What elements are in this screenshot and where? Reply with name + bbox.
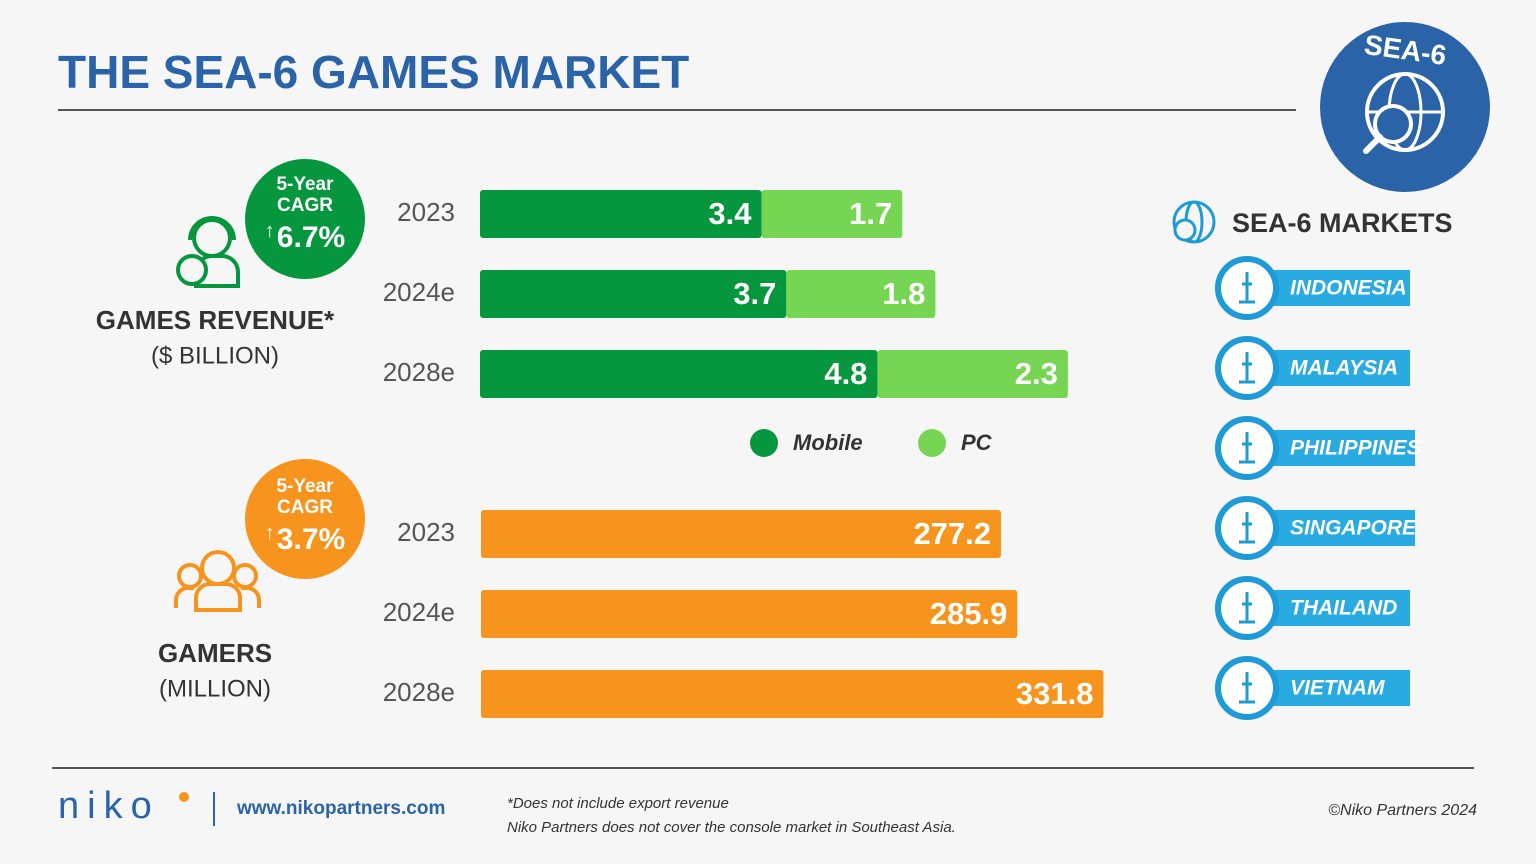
bar: [480, 190, 762, 238]
market-name: INDONESIA: [1290, 277, 1407, 300]
charts: 2023 3.4 1.7 2024e 3.7 1.8 2028e 4.8 2.3 Mobile PC…: [245, 159, 1104, 718]
market-icon: [1239, 352, 1255, 384]
value-label: 331.8: [1016, 676, 1094, 711]
market-name: THAILAND: [1290, 597, 1397, 620]
value-label: 2.3: [1015, 356, 1058, 391]
cagr-badge: 5-Year CAGR 3.7%: [245, 476, 365, 557]
page-title: THE SEA-6 GAMES MARKET: [58, 46, 689, 98]
bar: [877, 350, 1068, 398]
cagr-badge: 5-Year CAGR 6.7%: [245, 174, 365, 255]
bar: [786, 270, 936, 318]
badge-lens: [1373, 104, 1413, 144]
markets-icon: [1172, 200, 1216, 244]
footer-copyright: ©Niko Partners 2024: [1328, 802, 1477, 819]
market-icon: [1239, 512, 1255, 544]
cagr-label: 5-Year CAGR: [276, 476, 334, 518]
value-label: 1.7: [849, 196, 892, 231]
cagr-value: 3.7%: [245, 522, 365, 557]
y-tick-label: 2024e: [383, 597, 455, 627]
markets-title: SEA-6 MARKETS: [1232, 208, 1453, 238]
footer-note: *Does not include export revenue: [507, 795, 729, 812]
footer-url: www.nikopartners.com: [236, 798, 445, 819]
chart-unit: (MILLION): [159, 675, 271, 702]
legend-label: PC: [961, 430, 993, 455]
bar: [761, 190, 903, 238]
badge-lens: [1363, 134, 1383, 154]
bar: [481, 590, 1018, 638]
value-label: 277.2: [913, 516, 991, 551]
badge: SEA-6: [1320, 22, 1490, 192]
y-tick-label: 2028e: [383, 677, 455, 707]
bar: [481, 510, 1002, 558]
bar: [480, 350, 878, 398]
market-name: MALAYSIA: [1290, 357, 1398, 380]
market-name: SINGAPORE: [1290, 517, 1417, 540]
logo: niko: [58, 785, 160, 827]
value-label: 3.7: [733, 276, 776, 311]
cagr-label: 5-Year CAGR: [276, 174, 334, 216]
market-icon: [1239, 672, 1255, 704]
markets-list: INDONESIA MALAYSIA PHILIPPINES SINGAPORE THA…: [1215, 256, 1421, 720]
legend-swatch: [918, 429, 946, 457]
value-label: 3.4: [708, 196, 752, 231]
footer-note: Niko Partners does not cover the console…: [507, 819, 956, 836]
value-label: 285.9: [930, 596, 1008, 631]
revenue-icon: [176, 216, 240, 288]
chart-unit: ($ BILLION): [151, 342, 279, 369]
bar: [480, 270, 787, 318]
chart-label: GAMES REVENUE*: [96, 305, 335, 335]
gamers-icon: [174, 550, 261, 612]
chart-label: GAMERS: [158, 638, 272, 668]
market-icon: [1239, 432, 1255, 464]
y-tick-label: 2023: [397, 517, 455, 547]
y-tick-label: 2023: [397, 197, 455, 227]
logo-dot: [179, 792, 189, 802]
market-name: VIETNAM: [1290, 677, 1385, 700]
legend-swatch: [750, 429, 778, 457]
y-tick-label: 2028e: [383, 357, 455, 387]
cagr-value: 6.7%: [245, 220, 365, 255]
badge-circle: [1320, 22, 1490, 192]
y-tick-label: 2024e: [383, 277, 455, 307]
value-label: 1.8: [882, 276, 925, 311]
legend-label: Mobile: [793, 430, 863, 455]
market-icon: [1239, 272, 1255, 304]
value-label: 4.8: [824, 356, 867, 391]
market-name: PHILIPPINES: [1290, 437, 1421, 460]
bar: [481, 670, 1104, 718]
market-icon: [1239, 592, 1255, 624]
